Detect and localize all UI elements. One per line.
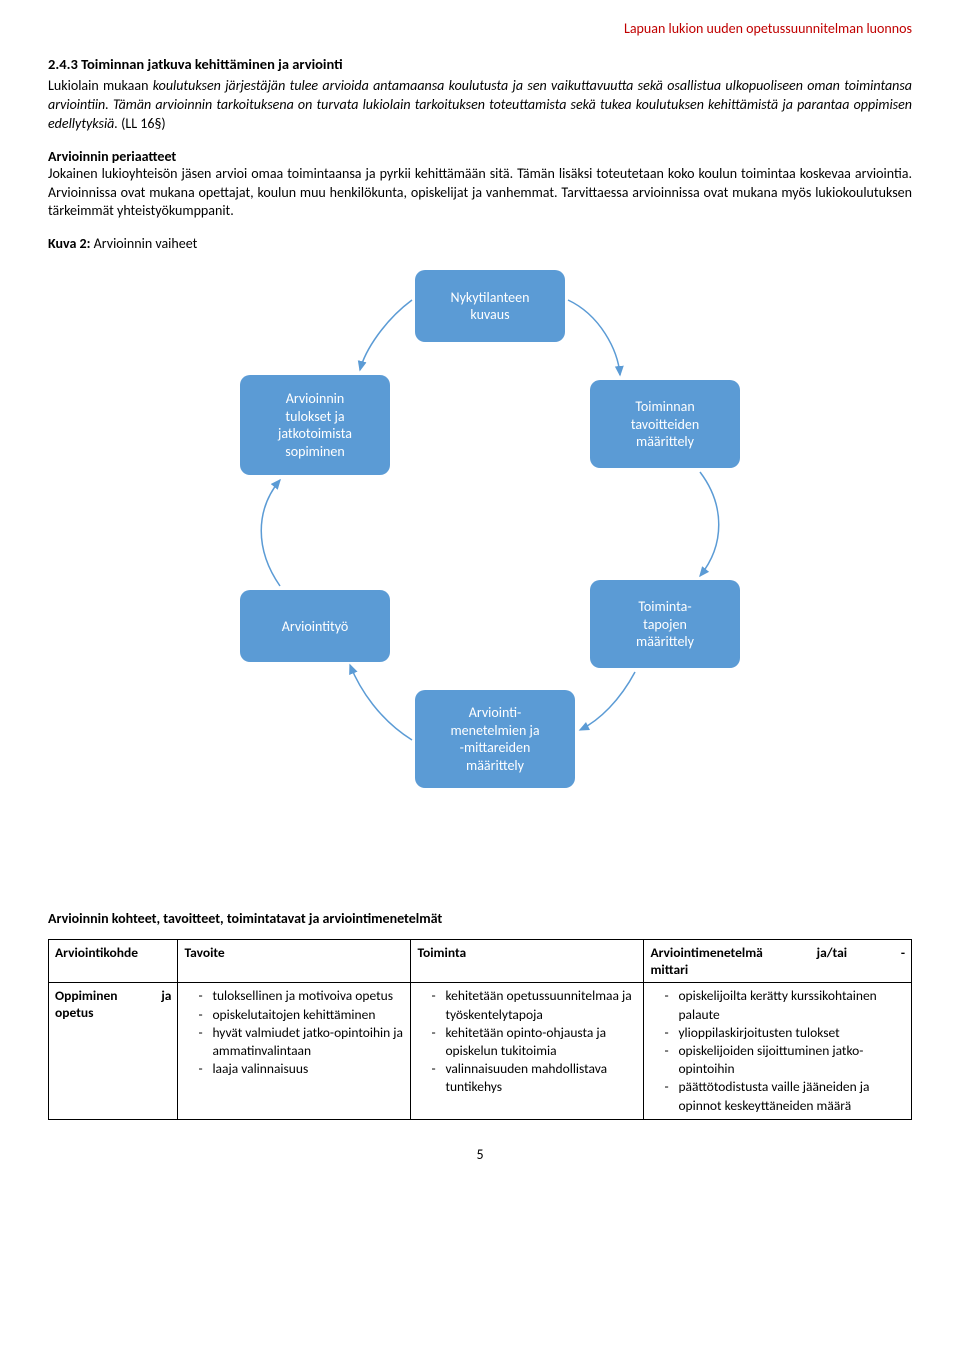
paragraph-periaatteet: Jokainen lukioyhteisön jäsen arvioi omaa…: [48, 165, 912, 222]
diagram-node: Toiminta-tapojenmäärittely: [590, 580, 740, 668]
list-item: ylioppilaskirjoitusten tulokset: [650, 1024, 905, 1042]
diagram-node: Arviointityö: [240, 590, 390, 662]
cell-tavoite: tuloksellinen ja motivoiva opetusopiskel…: [178, 983, 411, 1120]
p1-italic: koulutuksen järjestäjän tulee arvioida a…: [48, 77, 912, 132]
th4-a: Arviointimenetelmä: [650, 944, 762, 961]
section-title: 2.4.3 Toiminnan jatkuva kehittäminen ja …: [48, 55, 912, 73]
th-kohde: Arviointikohde: [49, 940, 178, 983]
diagram-node: Arvioinnintulokset jajatkotoimistasopimi…: [240, 375, 390, 475]
diagram-node: Toiminnantavoitteidenmäärittely: [590, 380, 740, 468]
p1-lead: Lukiolain mukaan: [48, 77, 153, 94]
list-item: päättötodistusta vaille jääneiden ja opi…: [650, 1078, 905, 1114]
subheading-periaatteet: Arvioinnin periaatteet: [48, 148, 912, 165]
list-item: laaja valinnaisuus: [184, 1060, 404, 1078]
th-toiminta: Toiminta: [411, 940, 644, 983]
cell-toiminta: kehitetään opetussuunnitelmaa ja työsken…: [411, 983, 644, 1120]
figure-text: Arvioinnin vaiheet: [90, 235, 197, 252]
th-menetelma: Arviointimenetelmä ja/tai - mittari: [644, 940, 912, 983]
evaluation-cycle-diagram: Nykytilanteenkuvaus Toiminnantavoitteiden…: [160, 260, 800, 890]
table-row: Oppiminen ja opetus tuloksellinen ja mot…: [49, 983, 912, 1120]
evaluation-table: Arviointikohde Tavoite Toiminta Arvioint…: [48, 939, 912, 1120]
table-title: Arvioinnin kohteet, tavoitteet, toiminta…: [48, 910, 912, 927]
list-item: opiskelijoilta kerätty kurssikohtainen p…: [650, 987, 905, 1023]
diagram-node: Arviointi-menetelmien ja-mittareidenmäär…: [415, 690, 575, 788]
paragraph-intro: Lukiolain mukaan koulutuksen järjestäjän…: [48, 77, 912, 134]
page-number: 5: [48, 1146, 912, 1163]
list-item: opiskelijoiden sijoittuminen jatko-opint…: [650, 1042, 905, 1078]
list-item: tuloksellinen ja motivoiva opetus: [184, 987, 404, 1005]
cell-kohde: Oppiminen ja opetus: [49, 983, 178, 1120]
th-tavoite: Tavoite: [178, 940, 411, 983]
list-item: opiskelutaitojen kehittäminen: [184, 1006, 404, 1024]
p1-ref: (LL 16§): [118, 115, 166, 132]
th4-b: ja/tai: [817, 944, 847, 961]
list-item: kehitetään opinto-ohjausta ja opiskelun …: [417, 1024, 637, 1060]
kohde-b: ja: [161, 987, 171, 1004]
list-item: valinnaisuuden mahdollistava tuntikehys: [417, 1060, 637, 1096]
diagram-node: Nykytilanteenkuvaus: [415, 270, 565, 342]
figure-label: Kuva 2:: [48, 235, 90, 252]
page-header-right: Lapuan lukion uuden opetussuunnitelman l…: [48, 20, 912, 37]
cell-menetelma: opiskelijoilta kerätty kurssikohtainen p…: [644, 983, 912, 1120]
list-item: kehitetään opetussuunnitelmaa ja työsken…: [417, 987, 637, 1023]
kohde-a: Oppiminen: [55, 987, 118, 1004]
kohde-c: opetus: [55, 1004, 94, 1021]
th4-d: mittari: [650, 961, 688, 978]
list-item: hyvät valmiudet jatko-opintoihin ja amma…: [184, 1024, 404, 1060]
figure-title: Kuva 2: Arvioinnin vaiheet: [48, 235, 912, 252]
th4-c: -: [901, 944, 905, 961]
table-header-row: Arviointikohde Tavoite Toiminta Arvioint…: [49, 940, 912, 983]
